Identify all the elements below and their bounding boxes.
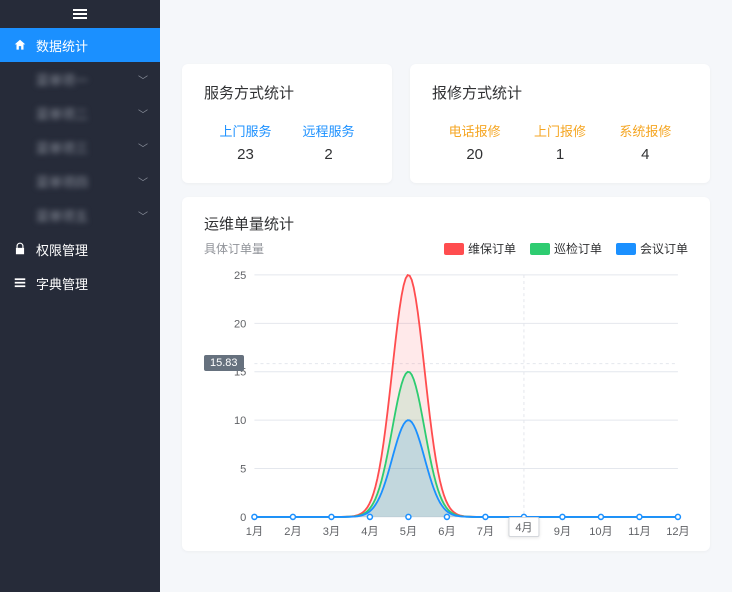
stat-value: 4 xyxy=(603,146,688,163)
stat-item: 电话报修 20 xyxy=(432,121,517,163)
sidebar-item-7[interactable]: 字典管理 xyxy=(0,266,160,300)
legend-item[interactable]: 维保订单 xyxy=(444,240,516,257)
home-icon xyxy=(12,37,28,53)
sidebar-item-label: 数据统计 xyxy=(36,36,148,55)
stat-item: 上门服务 23 xyxy=(204,121,287,163)
sidebar-collapse[interactable] xyxy=(0,0,160,28)
chart-title: 运维单量统计 xyxy=(204,213,688,234)
stat-value: 2 xyxy=(287,146,370,163)
sidebar-item-label: 菜单项二 xyxy=(36,104,138,123)
menu-icon xyxy=(73,9,87,19)
stat-label: 电话报修 xyxy=(432,121,517,140)
sidebar-item-3[interactable]: 菜单项三﹀ xyxy=(0,130,160,164)
sidebar-item-4[interactable]: 菜单项四﹀ xyxy=(0,164,160,198)
x-hover-tooltip: 4月 xyxy=(508,517,539,537)
svg-text:10月: 10月 xyxy=(589,526,612,538)
svg-text:25: 25 xyxy=(234,270,246,282)
svg-text:20: 20 xyxy=(234,318,246,330)
legend-item[interactable]: 会议订单 xyxy=(616,240,688,257)
sidebar-item-5[interactable]: 菜单项五﹀ xyxy=(0,198,160,232)
chart-area[interactable]: 05101520251月2月3月4月5月6月7月8月9月10月11月12月15.… xyxy=(204,261,688,551)
stat-item: 上门报修 1 xyxy=(517,121,602,163)
svg-text:5: 5 xyxy=(240,464,246,476)
sidebar-item-0[interactable]: 数据统计 xyxy=(0,28,160,62)
svg-text:3月: 3月 xyxy=(323,526,340,538)
svg-text:6月: 6月 xyxy=(438,526,455,538)
legend-item[interactable]: 巡检订单 xyxy=(530,240,602,257)
stat-value: 23 xyxy=(204,146,287,163)
sidebar-item-label: 菜单项四 xyxy=(36,172,138,191)
stat-label: 系统报修 xyxy=(603,121,688,140)
card-title: 服务方式统计 xyxy=(204,82,370,103)
chart-svg: 05101520251月2月3月4月5月6月7月8月9月10月11月12月 xyxy=(204,261,688,551)
svg-text:4月: 4月 xyxy=(361,526,378,538)
svg-text:5月: 5月 xyxy=(400,526,417,538)
lock-icon xyxy=(12,241,28,257)
sidebar-item-label: 权限管理 xyxy=(36,240,148,259)
legend-swatch xyxy=(444,243,464,255)
legend-swatch xyxy=(530,243,550,255)
legend-label: 会议订单 xyxy=(640,240,688,257)
stat-value: 20 xyxy=(432,146,517,163)
svg-text:9月: 9月 xyxy=(554,526,571,538)
sidebar-item-6[interactable]: 权限管理 xyxy=(0,232,160,266)
svg-text:1月: 1月 xyxy=(246,526,263,538)
stat-item: 系统报修 4 xyxy=(603,121,688,163)
main-content: 服务方式统计 上门服务23远程服务2 报修方式统计 电话报修20上门报修1系统报… xyxy=(160,0,732,592)
chart-legend: 维保订单 巡检订单 会议订单 xyxy=(444,240,688,257)
sidebar-item-label: 菜单项三 xyxy=(36,138,138,157)
legend-swatch xyxy=(616,243,636,255)
list-icon xyxy=(12,275,28,291)
chart-subtitle: 具体订单量 xyxy=(204,240,264,257)
chevron-down-icon: ﹀ xyxy=(138,72,148,87)
svg-text:2月: 2月 xyxy=(284,526,301,538)
chevron-down-icon: ﹀ xyxy=(138,140,148,155)
legend-label: 巡检订单 xyxy=(554,240,602,257)
stat-label: 上门服务 xyxy=(204,121,287,140)
stat-label: 上门报修 xyxy=(517,121,602,140)
sidebar-item-label: 字典管理 xyxy=(36,274,148,293)
svg-text:12月: 12月 xyxy=(666,526,688,538)
legend-label: 维保订单 xyxy=(468,240,516,257)
chart-card: 运维单量统计 具体订单量 维保订单巡检订单会议订单 05101520251月2月… xyxy=(182,197,710,551)
card-title: 报修方式统计 xyxy=(432,82,688,103)
sidebar-item-2[interactable]: 菜单项二﹀ xyxy=(0,96,160,130)
svg-text:10: 10 xyxy=(234,415,246,427)
repair-stats-card: 报修方式统计 电话报修 20上门报修 1系统报修 4 xyxy=(410,64,710,183)
stat-item: 远程服务 2 xyxy=(287,121,370,163)
chevron-down-icon: ﹀ xyxy=(138,174,148,189)
chevron-down-icon: ﹀ xyxy=(138,208,148,223)
sidebar: 数据统计菜单项一﹀菜单项二﹀菜单项三﹀菜单项四﹀菜单项五﹀权限管理字典管理 xyxy=(0,0,160,592)
sidebar-item-1[interactable]: 菜单项一﹀ xyxy=(0,62,160,96)
svg-text:7月: 7月 xyxy=(477,526,494,538)
y-marker-label: 15.83 xyxy=(204,355,244,371)
svg-text:0: 0 xyxy=(240,512,246,524)
stat-value: 1 xyxy=(517,146,602,163)
svg-text:11月: 11月 xyxy=(628,526,651,538)
stat-label: 远程服务 xyxy=(287,121,370,140)
sidebar-item-label: 菜单项一 xyxy=(36,70,138,89)
chevron-down-icon: ﹀ xyxy=(138,106,148,121)
sidebar-item-label: 菜单项五 xyxy=(36,206,138,225)
service-stats-card: 服务方式统计 上门服务 23远程服务 2 xyxy=(182,64,392,183)
